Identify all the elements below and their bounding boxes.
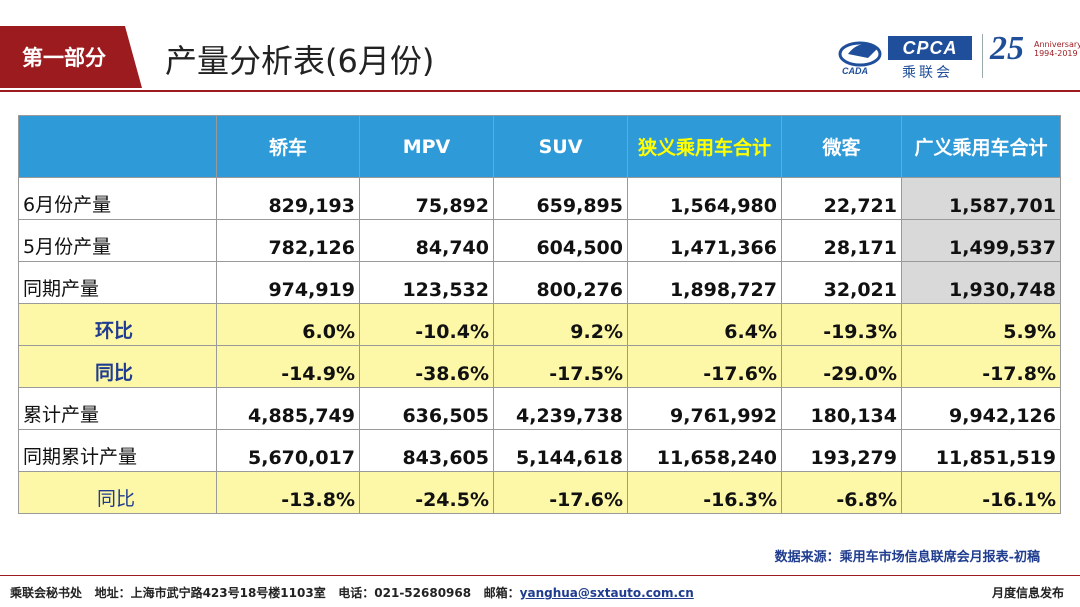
row-label: 同期产量 [18, 261, 217, 304]
table-row: 5月份产量 782,126 84,740 604,500 1,471,366 2… [18, 219, 1061, 262]
cpca-logo-cn: 乘联会 [902, 65, 953, 81]
table-cell: 11,851,519 [901, 429, 1061, 472]
table-cell: -6.8% [781, 471, 902, 514]
production-table: 轿车 MPV SUV 狭义乘用车合计 微客 广义乘用车合计 6月份产量 829,… [18, 115, 1061, 514]
table-row: 环比 6.0% -10.4% 9.2% 6.4% -19.3% 5.9% [18, 303, 1061, 346]
footer-email-label: 邮箱： [483, 586, 520, 600]
table-cell: 28,171 [781, 219, 902, 262]
table-cell: 5.9% [901, 303, 1061, 346]
table-cell: 1,587,701 [901, 177, 1061, 220]
table-cell: -10.4% [359, 303, 494, 346]
header-cell-broad-total: 广义乘用车合计 [901, 115, 1061, 178]
table-cell: 5,670,017 [216, 429, 360, 472]
anniversary-logo-number: 25 [990, 30, 1024, 67]
footer-phone: 电话：021-52680968 [338, 586, 472, 600]
row-label: 6月份产量 [18, 177, 217, 220]
table-cell: 974,919 [216, 261, 360, 304]
cada-logo-icon: CADA [838, 41, 882, 76]
table-cell: 9,761,992 [627, 387, 782, 430]
table-cell: -29.0% [781, 345, 902, 388]
table-cell: 193,279 [781, 429, 902, 472]
table-row: 同比 -14.9% -38.6% -17.5% -17.6% -29.0% -1… [18, 345, 1061, 388]
table-cell: 180,134 [781, 387, 902, 430]
table-cell: 829,193 [216, 177, 360, 220]
cada-logo-text: CADA [842, 66, 868, 76]
table-cell: 22,721 [781, 177, 902, 220]
footer-email-link[interactable]: yanghua@sxtauto.com.cn [519, 586, 694, 600]
row-label: 同比 [18, 345, 217, 388]
table-cell: -17.6% [627, 345, 782, 388]
anniversary-years: 1994-2019 [1034, 49, 1078, 58]
header-cell-mpv: MPV [359, 115, 494, 178]
page-title: 产量分析表(6月份) [165, 42, 435, 80]
table-cell: -19.3% [781, 303, 902, 346]
table-cell: 5,144,618 [493, 429, 628, 472]
table-cell: 9,942,126 [901, 387, 1061, 430]
footer-org: 乘联会秘书处 [10, 586, 83, 600]
table-cell: 1,898,727 [627, 261, 782, 304]
table-cell: -24.5% [359, 471, 494, 514]
table-cell: 636,505 [359, 387, 494, 430]
table-cell: -16.3% [627, 471, 782, 514]
table-cell: -16.1% [901, 471, 1061, 514]
table-row: 同期累计产量 5,670,017 843,605 5,144,618 11,65… [18, 429, 1061, 472]
table-cell: 843,605 [359, 429, 494, 472]
table-cell: 659,895 [493, 177, 628, 220]
table-cell: -17.5% [493, 345, 628, 388]
table-cell: 1,471,366 [627, 219, 782, 262]
footer-address: 地址：上海市武宁路423号18号楼1103室 [94, 586, 326, 600]
table-cell: 123,532 [359, 261, 494, 304]
table-cell: -14.9% [216, 345, 360, 388]
table-cell: 6.4% [627, 303, 782, 346]
footer-divider [0, 575, 1080, 576]
section-tag: 第一部分 [0, 26, 142, 88]
source-note: 数据来源：乘用车市场信息联席会月报表-初稿 [774, 550, 1040, 565]
header-cell-sedan: 轿车 [216, 115, 360, 178]
row-label: 同期累计产量 [18, 429, 217, 472]
table-cell: 1,930,748 [901, 261, 1061, 304]
table-cell: 4,239,738 [493, 387, 628, 430]
header-divider [0, 90, 1080, 92]
table-cell: 32,021 [781, 261, 902, 304]
table-cell: 782,126 [216, 219, 360, 262]
table-cell: 4,885,749 [216, 387, 360, 430]
anniversary-label: Anniversary [1034, 40, 1080, 49]
footer-contact: 乘联会秘书处 地址：上海市武宁路423号18号楼1103室 电话：021-526… [10, 584, 694, 601]
table-cell: 1,564,980 [627, 177, 782, 220]
row-label: 同比 [18, 471, 217, 514]
header-cell-minivan: 微客 [781, 115, 902, 178]
table-cell: 11,658,240 [627, 429, 782, 472]
row-label: 5月份产量 [18, 219, 217, 262]
table-row: 同期产量 974,919 123,532 800,276 1,898,727 3… [18, 261, 1061, 304]
logo-divider [982, 34, 983, 78]
table-cell: 9.2% [493, 303, 628, 346]
table-header-row: 轿车 MPV SUV 狭义乘用车合计 微客 广义乘用车合计 [18, 115, 1061, 178]
table-cell: -17.8% [901, 345, 1061, 388]
table-cell: 6.0% [216, 303, 360, 346]
footer-right-label: 月度信息发布 [991, 586, 1064, 600]
table-cell: 800,276 [493, 261, 628, 304]
table-row: 6月份产量 829,193 75,892 659,895 1,564,980 2… [18, 177, 1061, 220]
anniversary-logo-text: Anniversary 1994-2019 [1034, 40, 1080, 58]
table-row: 同比 -13.8% -24.5% -17.6% -16.3% -6.8% -16… [18, 471, 1061, 514]
row-label: 环比 [18, 303, 217, 346]
table-cell: 1,499,537 [901, 219, 1061, 262]
table-cell: 604,500 [493, 219, 628, 262]
table-row: 累计产量 4,885,749 636,505 4,239,738 9,761,9… [18, 387, 1061, 430]
table-cell: -17.6% [493, 471, 628, 514]
header-cell-blank [18, 115, 217, 178]
row-label: 累计产量 [18, 387, 217, 430]
table-cell: 84,740 [359, 219, 494, 262]
table-cell: -38.6% [359, 345, 494, 388]
table-cell: -13.8% [216, 471, 360, 514]
cpca-logo: CPCA [888, 36, 972, 60]
header-cell-suv: SUV [493, 115, 628, 178]
header-cell-narrow-total: 狭义乘用车合计 [627, 115, 782, 178]
table-cell: 75,892 [359, 177, 494, 220]
